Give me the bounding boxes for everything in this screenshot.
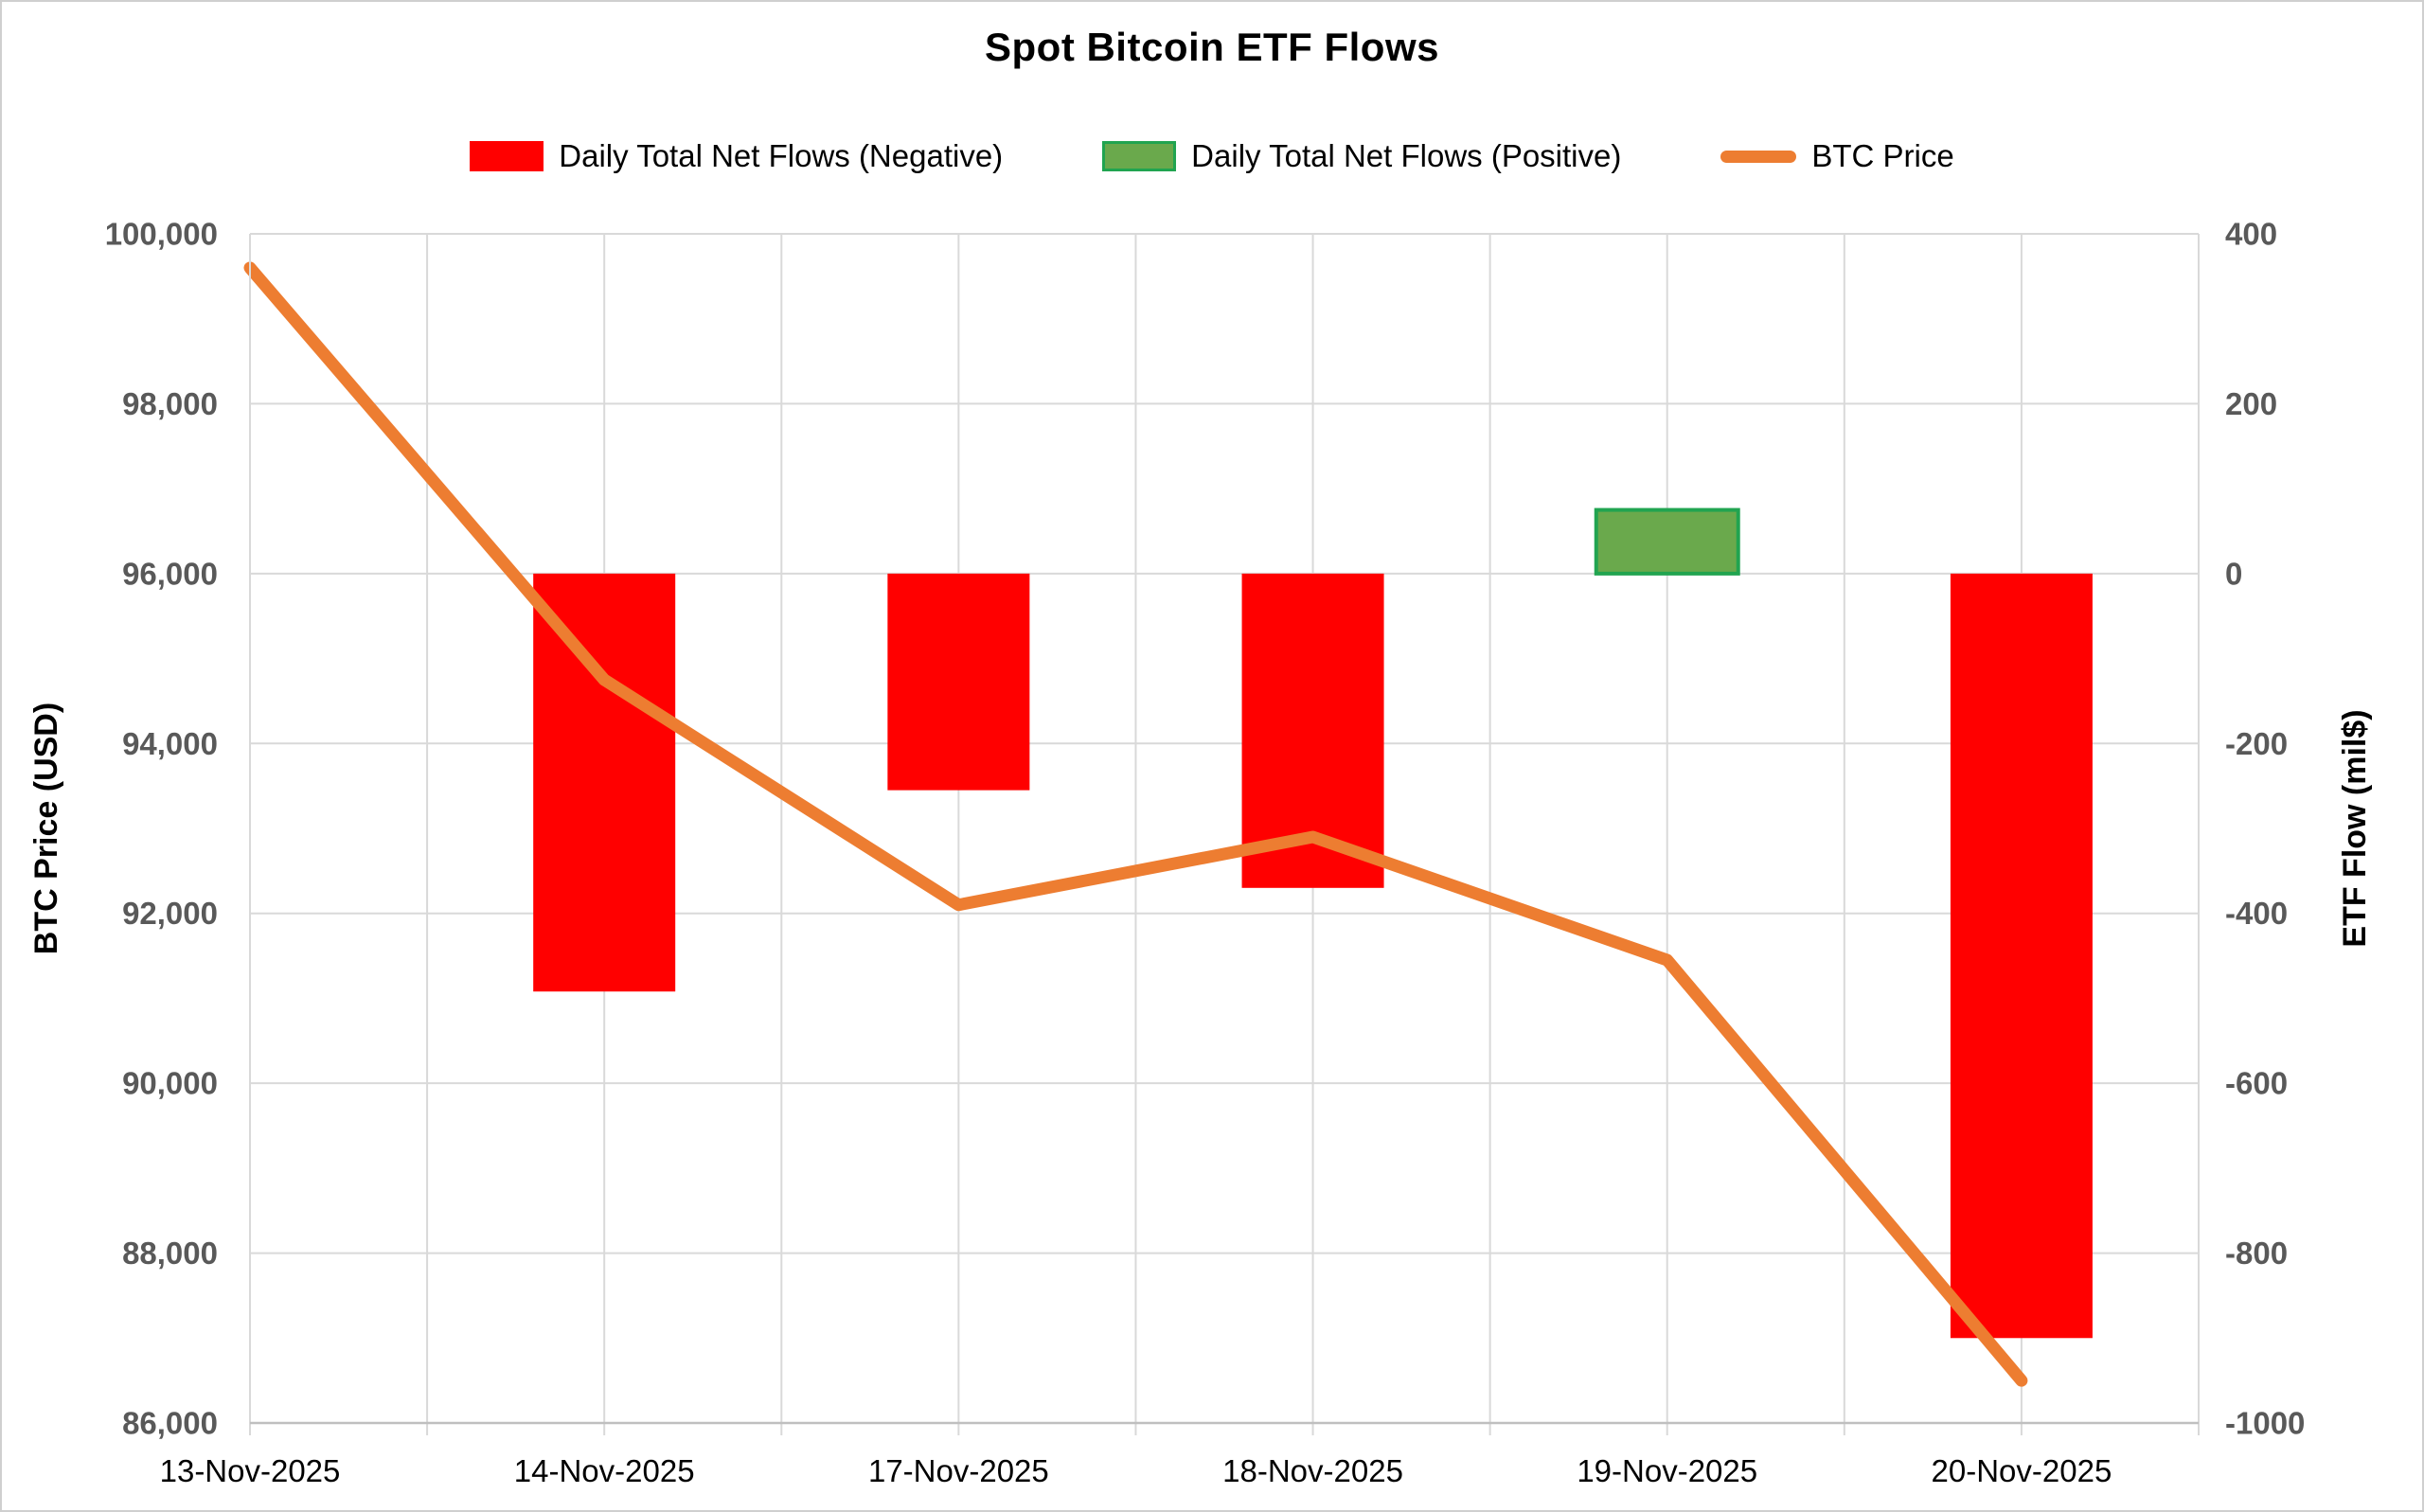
left-axis-tick-label: 90,000 <box>122 1066 218 1101</box>
legend-label: Daily Total Net Flows (Positive) <box>1191 138 1622 173</box>
right-axis-tick-label: -1000 <box>2225 1406 2305 1441</box>
legend-item-negative-flows: Daily Total Net Flows (Negative) <box>470 138 1003 174</box>
left-axis-tick-label: 98,000 <box>122 386 218 421</box>
legend-label: BTC Price <box>1811 138 1954 173</box>
btc-price-line-swatch-icon <box>1720 150 1797 163</box>
left-axis-tick-label: 94,000 <box>122 726 218 761</box>
legend-item-positive-flows: Daily Total Net Flows (Positive) <box>1102 138 1621 174</box>
left-axis-tick-label: 86,000 <box>122 1406 218 1441</box>
positive-flow-swatch-icon <box>1102 141 1177 171</box>
legend-label: Daily Total Net Flows (Negative) <box>559 138 1004 173</box>
chart-title: Spot Bitcoin ETF Flows <box>985 25 1439 69</box>
bar-negative-14-Nov-2025 <box>533 573 676 992</box>
x-axis-label: 20-Nov-2025 <box>1932 1453 2112 1488</box>
x-axis-label: 14-Nov-2025 <box>514 1453 695 1488</box>
right-axis-tick-label: 200 <box>2225 386 2277 421</box>
bar-negative-17-Nov-2025 <box>887 573 1030 791</box>
x-axis-label: 13-Nov-2025 <box>160 1453 341 1488</box>
negative-flow-swatch-icon <box>470 141 544 171</box>
right-axis-tick-label: 0 <box>2225 556 2242 591</box>
left-axis-tick-label: 88,000 <box>122 1236 218 1271</box>
left-axis-tick-label: 100,000 <box>105 217 218 252</box>
right-axis-tick-label: -200 <box>2225 726 2288 761</box>
bar-negative-20-Nov-2025 <box>1950 573 2093 1339</box>
x-axis-label: 17-Nov-2025 <box>868 1453 1049 1488</box>
right-axis-tick-label: -600 <box>2225 1066 2288 1101</box>
right-axis-title: ETF Flow (mil$) <box>2337 709 2373 947</box>
right-axis-tick-label: -400 <box>2225 896 2288 931</box>
x-axis-label: 19-Nov-2025 <box>1577 1453 1757 1488</box>
left-axis-title: BTC Price (USD) <box>28 703 64 954</box>
bar-positive-19-Nov-2025 <box>1594 507 1740 576</box>
legend-item-btc-price: BTC Price <box>1720 138 1954 174</box>
right-axis-tick-label: -800 <box>2225 1236 2288 1271</box>
x-axis-label: 18-Nov-2025 <box>1222 1453 1403 1488</box>
btc-price-line <box>243 261 2028 1387</box>
legend: Daily Total Net Flows (Negative) Daily T… <box>2 138 2422 174</box>
left-axis-tick-label: 96,000 <box>122 556 218 591</box>
left-axis-tick-label: 92,000 <box>122 896 218 931</box>
right-axis-tick-label: 400 <box>2225 217 2277 252</box>
